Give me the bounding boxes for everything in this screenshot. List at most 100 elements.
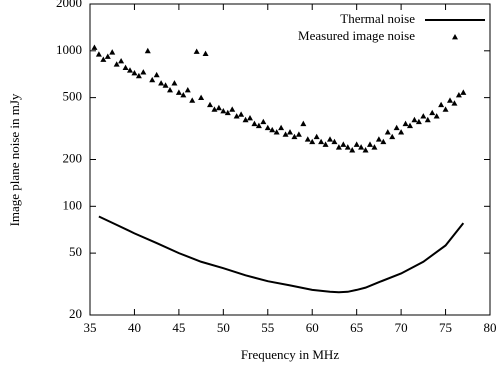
- x-tick-label: 50: [217, 320, 230, 335]
- y-axis-label: Image plane noise in mJy: [7, 93, 22, 226]
- data-point: [402, 120, 409, 127]
- data-point: [144, 47, 151, 54]
- y-tick-label: 100: [63, 197, 83, 212]
- data-point: [149, 76, 156, 83]
- data-point: [384, 129, 391, 135]
- data-point: [140, 69, 147, 75]
- data-point: [251, 120, 258, 127]
- x-axis-label: Frequency in MHz: [241, 347, 339, 362]
- data-point: [122, 64, 129, 70]
- data-point: [447, 97, 453, 103]
- data-point: [175, 89, 182, 95]
- data-point: [127, 67, 133, 73]
- data-point: [415, 118, 422, 125]
- x-tick-label: 70: [395, 320, 408, 335]
- data-point: [167, 86, 173, 93]
- data-point: [375, 136, 382, 142]
- data-point: [295, 131, 302, 137]
- x-tick-label: 80: [484, 320, 497, 335]
- data-point: [420, 113, 427, 119]
- data-point: [153, 71, 160, 78]
- data-point: [393, 124, 400, 131]
- data-point: [287, 129, 293, 135]
- x-tick-label: 60: [306, 320, 319, 335]
- data-point: [202, 50, 209, 56]
- data-point: [233, 113, 240, 119]
- data-point: [362, 147, 369, 153]
- data-point: [371, 144, 378, 150]
- data-point: [264, 124, 271, 131]
- data-point: [207, 101, 213, 108]
- data-point: [353, 141, 360, 147]
- data-point: [278, 124, 285, 131]
- data-point: [189, 97, 196, 103]
- data-point: [322, 141, 329, 147]
- data-point: [242, 116, 249, 123]
- data-point: [349, 147, 356, 153]
- data-point: [193, 48, 200, 54]
- x-tick-label: 55: [261, 320, 274, 335]
- data-point: [180, 91, 187, 98]
- data-point: [184, 86, 191, 93]
- y-tick-label: 50: [69, 244, 82, 259]
- data-point: [109, 49, 116, 55]
- data-point: [104, 53, 111, 59]
- data-point: [198, 94, 205, 101]
- data-point: [211, 106, 218, 112]
- data-point: [255, 122, 262, 129]
- data-point: [442, 106, 449, 112]
- y-tick-label: 200: [63, 150, 83, 165]
- data-point: [340, 141, 347, 147]
- y-tick-label: 500: [63, 89, 83, 104]
- data-point: [455, 91, 462, 98]
- x-tick-label: 40: [128, 320, 141, 335]
- thermal-line: [98, 215, 465, 294]
- x-tick-label: 35: [84, 320, 97, 335]
- data-point: [424, 116, 431, 123]
- legend-marker: [452, 34, 458, 40]
- data-point: [91, 44, 98, 50]
- data-point: [162, 82, 169, 88]
- x-tick-label: 45: [172, 320, 185, 335]
- data-point: [327, 136, 333, 142]
- data-point: [318, 138, 325, 145]
- y-tick-label: 1000: [56, 42, 82, 57]
- data-point: [429, 109, 436, 116]
- data-point: [335, 144, 342, 150]
- data-point: [451, 100, 458, 106]
- data-point: [224, 109, 231, 116]
- data-point: [220, 108, 227, 114]
- data-point: [100, 56, 107, 62]
- data-point: [358, 144, 365, 150]
- data-point: [407, 122, 413, 129]
- data-point: [433, 113, 440, 119]
- data-point: [95, 51, 102, 57]
- data-point: [273, 129, 280, 135]
- legend-label: Measured image noise: [298, 28, 415, 43]
- data-point: [260, 118, 267, 125]
- data-point: [389, 133, 396, 140]
- data-point: [309, 138, 316, 145]
- data-point: [113, 61, 120, 67]
- data-point: [300, 120, 307, 127]
- data-point: [313, 133, 320, 140]
- data-point: [460, 89, 467, 95]
- data-point: [380, 138, 387, 145]
- data-point: [331, 138, 338, 145]
- legend-label: Thermal noise: [340, 11, 415, 26]
- data-point: [238, 111, 245, 117]
- data-point: [269, 126, 276, 133]
- data-point: [367, 141, 373, 147]
- data-point: [229, 106, 236, 112]
- data-point: [247, 114, 253, 121]
- x-tick-label: 75: [439, 320, 452, 335]
- data-point: [215, 104, 222, 111]
- data-point: [411, 116, 418, 123]
- y-tick-label: 20: [69, 306, 82, 321]
- data-point: [438, 101, 445, 108]
- data-point: [398, 129, 405, 135]
- data-point: [118, 57, 125, 64]
- y-tick-label: 2000: [56, 0, 82, 10]
- data-point: [131, 69, 138, 76]
